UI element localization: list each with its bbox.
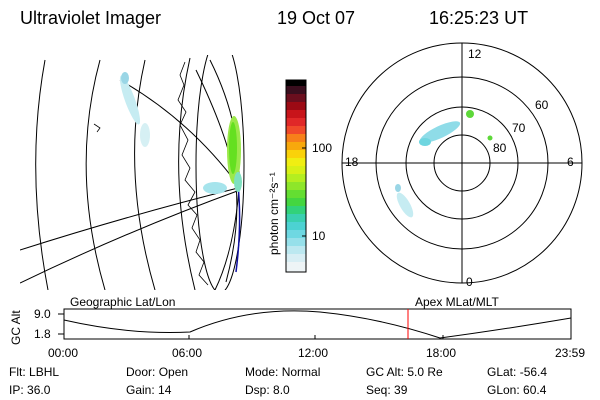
date-label: 19 Oct 07 [277,8,356,28]
ytick-9: 9.0 [34,307,51,321]
map-grid-line [85,59,106,290]
colorbar-tick-100: 100 [312,141,333,155]
status-mode: Mode: Normal [245,366,320,378]
xtick-2359: 23:59 [555,346,586,360]
mlt-label-6: 6 [567,155,574,169]
status-value: Open [158,365,189,379]
status-label: Door: [126,365,156,379]
map-grid-line [119,79,239,186]
status-ip: IP: 36.0 [9,384,50,396]
status-seq: Seq: 39 [366,384,407,396]
lat-label-80: 80 [493,141,507,155]
xtick-1800: 18:00 [426,346,457,360]
status-label: GC Alt: [366,365,405,379]
status-glat: GLat: -56.4 [487,366,547,378]
lat-label-70: 70 [512,121,526,135]
earth-limb [195,55,245,290]
map-grid-line [20,187,239,251]
polar-aurora [395,110,493,218]
polar-plot [341,42,583,284]
status-value: 8.0 [273,383,290,397]
map-aurora [119,72,242,194]
mlt-label-12: 12 [468,47,482,61]
status-label: Gain: [126,383,155,397]
status-value: 5.0 Re [407,365,443,379]
status-value: 60.4 [523,383,547,397]
map-grid-line [178,57,196,290]
altitude-curve [63,310,572,339]
status-flt: Flt: LBHL [9,366,59,378]
status-label: Mode: [245,365,279,379]
status-label: IP: [9,383,24,397]
status-value: LBHL [29,365,60,379]
xtick-0600: 06:00 [172,346,203,360]
status-label: GLat: [487,365,517,379]
status-gain: Gain: 14 [126,384,171,396]
coastline [177,61,209,286]
status-value: Normal [281,365,321,379]
status-label: Seq: [366,383,391,397]
xtick-1200: 12:00 [298,346,329,360]
timeline-ylabel: GC Alt [9,310,23,345]
ytick-1-8: 1.8 [34,327,51,341]
colorbar-tick-10: 10 [312,229,326,243]
apex-label: Apex MLat/MLT [415,295,499,309]
status-dsp: Dsp: 8.0 [245,384,290,396]
status-value: 14 [158,383,172,397]
geo-label: Geographic Lat/Lon [70,295,176,309]
status-door: Door: Open [126,366,188,378]
status-label: GLon: [487,383,520,397]
status-value: 39 [394,383,408,397]
mlt-label-0: 0 [466,275,473,289]
map-grid-line [20,189,241,284]
lat-label-60: 60 [535,98,549,112]
time-label: 16:25:23 UT [429,8,529,28]
app-title: Ultraviolet Imager [20,8,162,28]
mlt-label-18: 18 [345,155,359,169]
colorbar-label: photon cm⁻²s⁻¹ [267,172,281,255]
status-value: -56.4 [519,365,548,379]
map-grid-line [134,59,156,290]
status-glon: GLon: 60.4 [487,384,546,396]
coastline [93,123,101,133]
status-label: Flt: [9,365,26,379]
status-value: 36.0 [27,383,51,397]
status-gc-alt: GC Alt: 5.0 Re [366,366,443,378]
colorbar [285,79,307,273]
xtick-0000: 00:00 [48,346,79,360]
map-grid-line [35,59,49,290]
status-label: Dsp: [245,383,270,397]
terminator-line [235,184,241,273]
timeline-plot [58,308,572,340]
